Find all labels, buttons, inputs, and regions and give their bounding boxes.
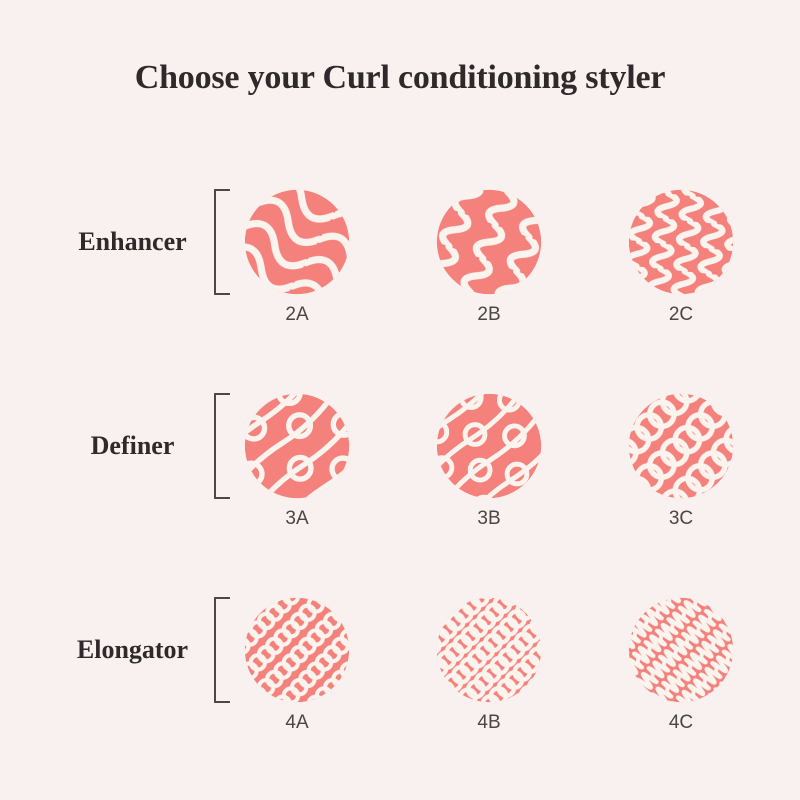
curl-swatch-3b[interactable] <box>435 392 543 500</box>
row-swatches: 2A <box>201 188 777 326</box>
dense-coil-pattern-icon <box>436 597 542 703</box>
curl-option-4a[interactable]: 4A <box>201 596 393 734</box>
curl-swatch-2a[interactable] <box>243 188 351 296</box>
curl-code-label: 2B <box>477 304 501 325</box>
curl-code-label: 4A <box>285 712 309 733</box>
zigzag-coil-pattern-icon <box>628 597 734 703</box>
curl-option-3c[interactable]: 3C <box>585 392 777 530</box>
curl-code-label: 4C <box>668 712 694 733</box>
curl-option-4b[interactable]: 4B <box>393 596 585 734</box>
curl-option-2b[interactable]: 2B <box>393 188 585 326</box>
loose-wave-pattern-icon <box>244 189 350 295</box>
corkscrew-coil-pattern-icon <box>628 393 734 499</box>
curl-swatch-4b[interactable] <box>435 596 543 704</box>
deep-wave-pattern-icon <box>628 189 734 295</box>
row-swatches: 3A <box>201 392 777 530</box>
curl-option-3b[interactable]: 3B <box>393 392 585 530</box>
curl-swatch-3c[interactable] <box>627 392 735 500</box>
curl-swatch-2b[interactable] <box>435 188 543 296</box>
curl-option-2a[interactable]: 2A <box>201 188 393 326</box>
curl-swatch-4c[interactable] <box>627 596 735 704</box>
curl-option-4c[interactable]: 4C <box>585 596 777 734</box>
curl-code-label: 3A <box>285 508 309 529</box>
curl-code-label: 3B <box>477 508 501 529</box>
row-label-elongator: Elongator <box>76 635 189 664</box>
small-coil-pattern-icon <box>244 597 350 703</box>
row-bracket <box>214 597 230 703</box>
row-swatches: 4A <box>201 596 777 734</box>
row-bracket <box>214 189 230 295</box>
row-bracket <box>214 393 230 499</box>
curl-swatch-4a[interactable] <box>243 596 351 704</box>
curl-option-3a[interactable]: 3A <box>201 392 393 530</box>
curl-swatch-3a[interactable] <box>243 392 351 500</box>
curl-row-definer: Definer <box>0 359 800 563</box>
loop-pattern-icon <box>436 393 542 499</box>
curl-swatch-2c[interactable] <box>627 188 735 296</box>
page-title: Choose your Curl conditioning styler <box>134 58 666 96</box>
curl-row-elongator: Elongator <box>0 563 800 767</box>
curl-row-enhancer: Enhancer <box>0 155 800 359</box>
header: Choose your Curl conditioning styler <box>0 0 800 155</box>
row-label-enhancer: Enhancer <box>78 227 187 256</box>
loose-loop-pattern-icon <box>244 393 350 499</box>
curl-code-label: 2C <box>668 304 694 325</box>
curl-option-2c[interactable]: 2C <box>585 188 777 326</box>
curl-code-label: 2A <box>285 304 309 325</box>
curl-code-label: 4B <box>477 712 501 733</box>
row-label-definer: Definer <box>90 431 175 460</box>
s-wave-pattern-icon <box>436 189 542 295</box>
curl-code-label: 3C <box>668 508 694 529</box>
